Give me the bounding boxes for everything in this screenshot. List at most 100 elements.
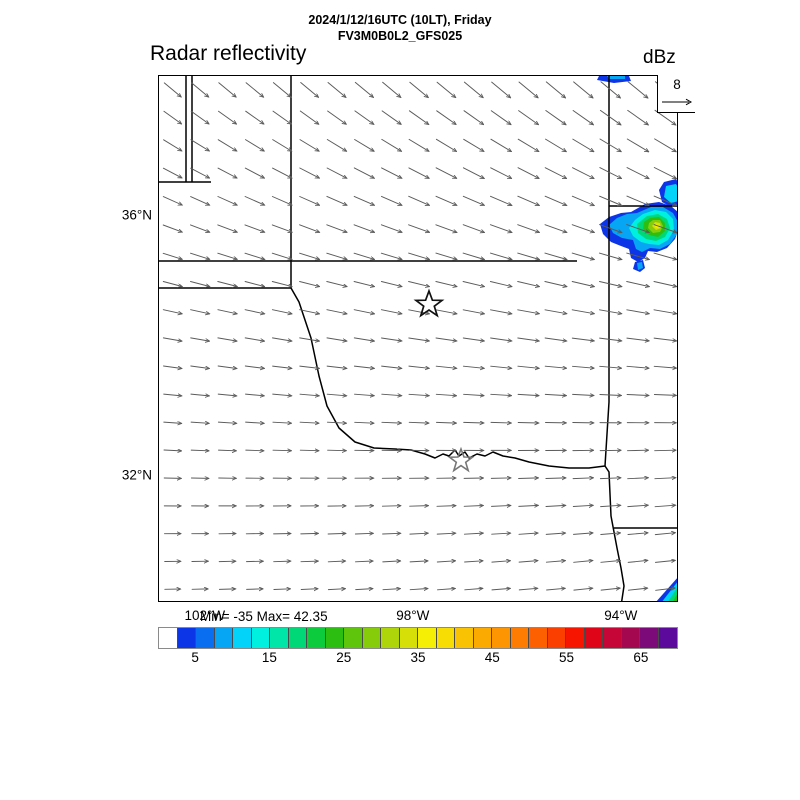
- colorbar-unit-label: dBz: [643, 47, 676, 68]
- wind-vector: [435, 394, 456, 395]
- wind-vector: [408, 252, 430, 259]
- wind-vector: [327, 450, 347, 451]
- wind-vector: [190, 394, 209, 396]
- wind-vector: [217, 252, 237, 259]
- reference-vector-legend: 8: [657, 75, 695, 113]
- wind-vector: [654, 138, 677, 152]
- wind-vector: [653, 395, 676, 396]
- wind-vector: [599, 195, 622, 205]
- wind-vector: [272, 167, 292, 178]
- wind-vector: [162, 252, 182, 259]
- wind-vector: [190, 281, 210, 287]
- wind-vector: [653, 337, 676, 341]
- wind-vector: [326, 252, 347, 259]
- colorbar-segment: [529, 628, 548, 648]
- wind-vector: [381, 422, 401, 423]
- wind-vector: [544, 252, 567, 259]
- wind-vector: [162, 281, 182, 287]
- wind-vector: [354, 81, 373, 97]
- wind-vector: [490, 138, 511, 151]
- wind-vector: [518, 533, 538, 534]
- colorbar-segment: [325, 628, 344, 648]
- wind-vector: [544, 365, 566, 368]
- wind-vector: [299, 337, 320, 341]
- wind-vector: [572, 478, 593, 479]
- wind-vector: [162, 309, 182, 314]
- wind-vector: [163, 82, 181, 97]
- latitude-tick-36: 36°N: [121, 207, 152, 223]
- colorbar-tick-55: 55: [559, 650, 575, 665]
- colorbar-tick-65: 65: [633, 650, 649, 665]
- wind-vector: [435, 138, 456, 151]
- wind-vector: [599, 478, 620, 479]
- wind-vector: [544, 337, 567, 341]
- colorbar-segment: [196, 628, 215, 648]
- wind-vector: [462, 167, 484, 179]
- wind-vector: [382, 81, 401, 97]
- colorbar-tick-25: 25: [336, 650, 352, 665]
- wind-vector: [381, 506, 400, 507]
- wind-vector: [627, 81, 648, 98]
- wind-vector: [463, 110, 484, 125]
- colorbar-segment: [547, 628, 566, 648]
- colorbar-segment: [584, 628, 603, 648]
- wind-vector: [299, 252, 320, 259]
- wind-vector: [489, 224, 511, 233]
- wind-vector: [218, 82, 236, 97]
- wind-vector: [299, 365, 319, 368]
- wind-vector: [300, 589, 318, 590]
- wind-vector: [300, 533, 318, 534]
- wind-vector: [627, 109, 649, 124]
- wind-vector: [218, 110, 237, 124]
- wind-vector: [490, 110, 511, 125]
- wind-vector: [354, 533, 373, 534]
- wind-vector: [299, 196, 320, 206]
- wind-vector: [327, 533, 346, 534]
- wind-vector: [217, 139, 237, 151]
- wind-vector: [380, 281, 402, 287]
- wind-vector: [299, 110, 318, 124]
- wind-vector: [163, 450, 181, 451]
- wind-vector: [599, 395, 621, 396]
- wind-vector: [627, 505, 648, 506]
- wind-vector: [244, 167, 264, 178]
- wind-vector: [435, 281, 457, 287]
- colorbar-segment: [288, 628, 307, 648]
- wind-vector: [627, 533, 648, 535]
- figure-timestamp-title: 2024/1/12/16UTC (10LT), Friday: [308, 13, 492, 27]
- wind-vector: [163, 394, 182, 396]
- wind-vector: [327, 589, 345, 590]
- wind-vector: [408, 394, 429, 395]
- wind-vector: [653, 281, 677, 287]
- map-plot-area: [158, 75, 678, 602]
- wind-vector: [490, 337, 512, 341]
- wind-vector: [463, 533, 483, 534]
- wind-vector: [217, 337, 237, 341]
- wind-vector: [600, 561, 620, 563]
- wind-vector: [653, 365, 676, 368]
- wind-vector: [381, 337, 402, 341]
- wind-vector: [464, 561, 483, 562]
- wind-vector: [517, 138, 539, 151]
- wind-vector: [436, 422, 457, 423]
- wind-vector: [409, 506, 429, 507]
- wind-vector: [544, 195, 567, 205]
- wind-vector: [244, 365, 264, 368]
- wind-vector: [572, 110, 593, 125]
- wind-vector: [626, 337, 649, 341]
- wind-vector: [409, 81, 428, 97]
- wind-vector: [517, 252, 540, 259]
- colorbar-segment: [603, 628, 622, 648]
- wind-vector: [244, 196, 264, 206]
- wind-vector: [326, 422, 346, 423]
- wind-vector: [626, 281, 650, 287]
- wind-vector: [408, 337, 429, 341]
- colorbar-segment: [159, 628, 178, 648]
- wind-vector: [353, 167, 374, 178]
- wind-vector: [490, 422, 511, 423]
- wind-vector: [271, 309, 292, 314]
- wind-vector: [327, 82, 346, 98]
- colorbar-tick-5: 5: [191, 650, 199, 665]
- wind-vector: [380, 252, 402, 259]
- wind-vector: [408, 167, 429, 178]
